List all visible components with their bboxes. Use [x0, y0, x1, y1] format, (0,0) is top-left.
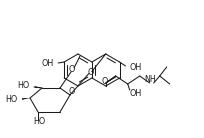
- Polygon shape: [22, 98, 30, 100]
- Text: O: O: [88, 68, 94, 77]
- Text: O: O: [102, 76, 108, 86]
- Text: OH: OH: [130, 90, 142, 99]
- Text: O: O: [69, 66, 75, 75]
- Text: HO: HO: [6, 95, 18, 104]
- Text: OH: OH: [42, 59, 54, 68]
- Text: OH: OH: [130, 63, 142, 71]
- Text: HO: HO: [33, 117, 45, 127]
- Text: HO: HO: [18, 82, 30, 91]
- Text: NH: NH: [144, 75, 156, 84]
- Text: O: O: [69, 87, 75, 96]
- Polygon shape: [35, 86, 42, 88]
